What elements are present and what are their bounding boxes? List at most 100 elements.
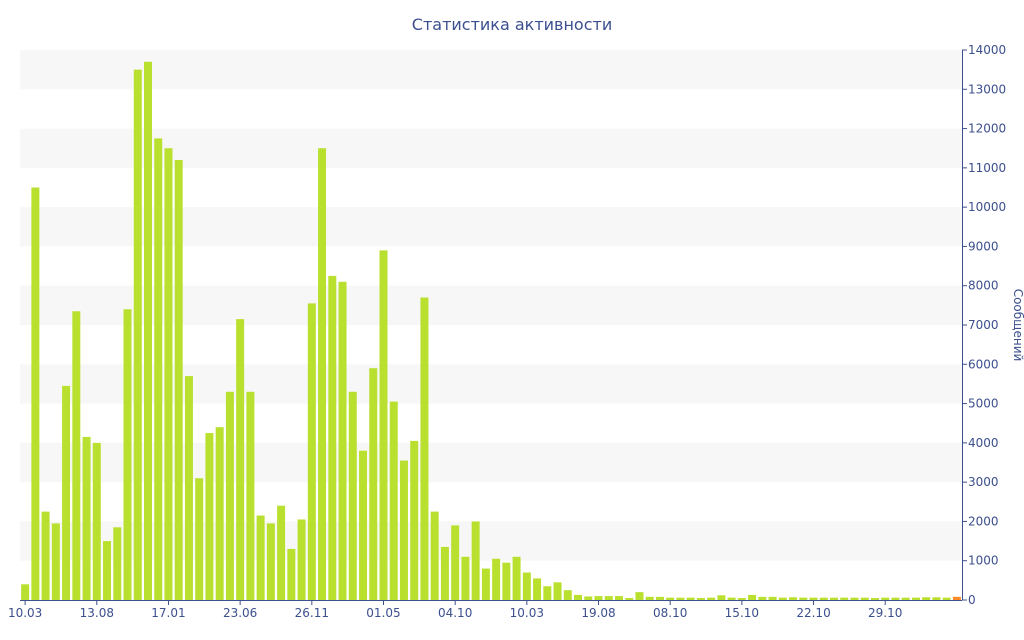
bar[interactable]	[420, 297, 429, 601]
bar[interactable]	[328, 275, 337, 600]
bar[interactable]	[72, 311, 81, 600]
bar[interactable]	[737, 598, 746, 600]
bar[interactable]	[399, 460, 408, 600]
bar[interactable]	[297, 519, 306, 600]
bar[interactable]	[266, 523, 275, 600]
bar[interactable]	[584, 596, 593, 600]
bar[interactable]	[942, 597, 951, 600]
bar[interactable]	[492, 558, 501, 600]
bar[interactable]	[819, 597, 828, 600]
bar[interactable]	[379, 250, 388, 601]
bar[interactable]	[717, 595, 726, 600]
bar[interactable]	[799, 597, 808, 600]
bar[interactable]	[62, 385, 71, 600]
bar[interactable]	[574, 594, 583, 600]
bar[interactable]	[164, 148, 173, 600]
bar[interactable]	[51, 523, 60, 600]
bar[interactable]	[471, 521, 480, 600]
bar[interactable]	[789, 597, 798, 600]
bar[interactable]	[778, 597, 787, 600]
bar[interactable]	[911, 597, 920, 600]
bar[interactable]	[451, 525, 460, 600]
bar[interactable]	[553, 582, 562, 600]
bar[interactable]	[533, 578, 542, 600]
bar[interactable]	[154, 138, 163, 600]
bar[interactable]	[881, 597, 890, 600]
bar[interactable]	[870, 598, 879, 600]
bar[interactable]	[82, 436, 91, 600]
bar[interactable]	[615, 596, 623, 600]
bar[interactable]	[359, 450, 368, 600]
bar[interactable]	[543, 586, 552, 600]
bar[interactable]	[604, 596, 613, 600]
bar[interactable]	[338, 281, 347, 600]
bar[interactable]	[686, 597, 695, 600]
bar[interactable]	[256, 515, 265, 600]
bar[interactable]	[430, 511, 439, 600]
bar[interactable]	[563, 590, 572, 600]
y-tick-label: 6000	[968, 357, 999, 371]
bar[interactable]	[369, 368, 378, 600]
bar[interactable]	[123, 309, 132, 600]
bar[interactable]	[461, 556, 470, 600]
bar[interactable]	[840, 597, 849, 600]
y-axis: 0 1000 2000 3000 4000 5000 6000 7000 8000 9000 100…	[962, 43, 1006, 607]
bar[interactable]	[809, 597, 818, 600]
bar[interactable]	[103, 541, 112, 600]
bar[interactable]	[31, 187, 40, 601]
bar[interactable]	[277, 505, 286, 600]
bar[interactable]	[625, 598, 634, 600]
bar[interactable]	[502, 562, 511, 600]
bar[interactable]	[389, 401, 398, 600]
bar[interactable]	[307, 303, 316, 600]
bar[interactable]	[748, 594, 757, 600]
bar[interactable]	[195, 478, 204, 600]
bar[interactable]	[133, 69, 142, 600]
bar[interactable]	[635, 592, 644, 600]
bar[interactable]	[184, 376, 193, 600]
bar[interactable]	[236, 319, 245, 600]
bar[interactable]	[318, 148, 327, 600]
bar[interactable]	[860, 597, 869, 600]
bar[interactable]	[410, 440, 419, 600]
bar[interactable]	[952, 596, 961, 600]
bar[interactable]	[481, 568, 490, 600]
bar[interactable]	[932, 597, 941, 600]
bar[interactable]	[696, 598, 705, 600]
bar[interactable]	[922, 597, 931, 600]
bar[interactable]	[655, 596, 664, 600]
bar[interactable]	[830, 597, 839, 600]
x-tick-label: 23.06	[223, 606, 257, 620]
y-axis-label: Сообщений	[1011, 289, 1024, 362]
bar[interactable]	[246, 391, 255, 600]
bar[interactable]	[205, 433, 214, 600]
bar[interactable]	[758, 596, 767, 600]
bar[interactable]	[21, 584, 30, 600]
bar[interactable]	[512, 556, 521, 600]
bar[interactable]	[891, 597, 900, 600]
bar[interactable]	[113, 527, 122, 600]
bar[interactable]	[287, 548, 296, 600]
bar[interactable]	[850, 597, 859, 600]
bar[interactable]	[594, 596, 603, 600]
bar[interactable]	[645, 596, 654, 600]
bar[interactable]	[901, 597, 910, 600]
bar[interactable]	[768, 596, 777, 600]
y-tick-label: 5000	[968, 397, 999, 411]
bar[interactable]	[174, 160, 183, 600]
bar[interactable]	[440, 546, 449, 600]
bar[interactable]	[676, 597, 685, 600]
bar[interactable]	[144, 61, 152, 601]
y-tick-label: 13000	[968, 82, 1006, 96]
x-tick-label: 01.05	[366, 606, 400, 620]
bar[interactable]	[348, 391, 357, 600]
bar[interactable]	[225, 391, 234, 600]
bar[interactable]	[707, 597, 716, 600]
bar[interactable]	[666, 597, 675, 600]
bar[interactable]	[92, 442, 101, 600]
bar[interactable]	[522, 572, 531, 601]
bar[interactable]	[215, 427, 224, 600]
bar[interactable]	[727, 597, 736, 600]
bar[interactable]	[41, 511, 50, 600]
